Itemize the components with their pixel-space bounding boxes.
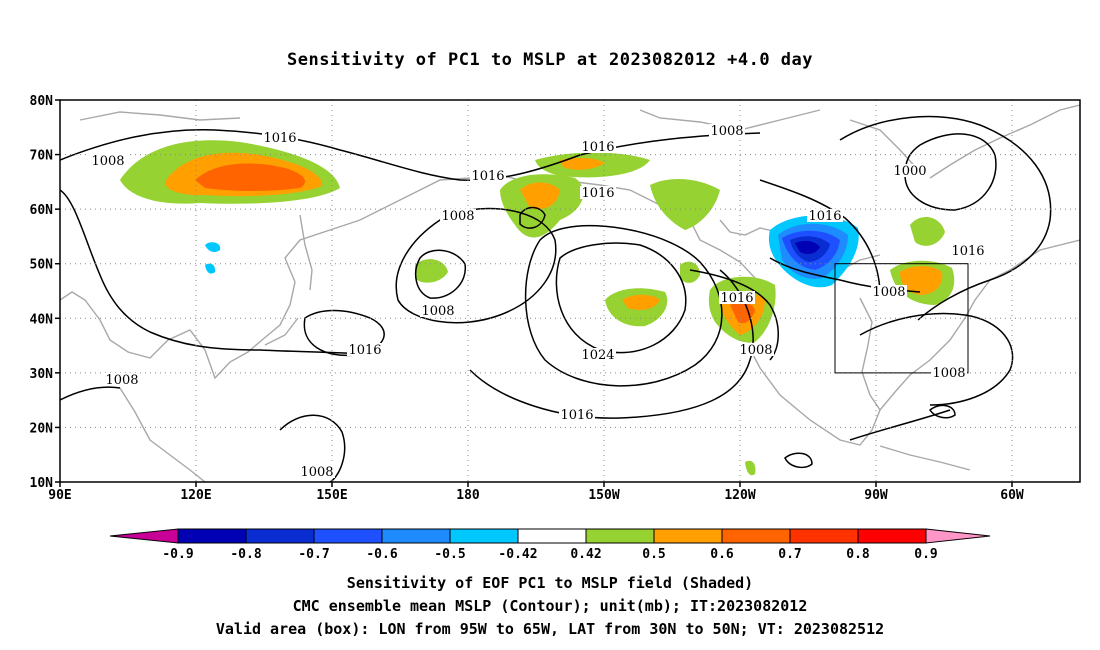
colorbar-segment [857,528,927,544]
lon-label: 120E [180,488,211,503]
contour-label-bg [807,209,843,222]
lat-label: 10N [30,476,54,491]
contour-label-bg [871,285,907,298]
contour-label-bg [719,291,755,304]
colorbar-label: 0.5 [642,547,665,562]
contour-label-bg [559,408,595,421]
colorbar-segment [177,528,247,544]
contour-label-bg [90,154,126,167]
contour-label-bg [709,124,745,137]
plot-frame [59,99,1081,483]
contour-label: 1016 [263,131,296,146]
lon-label: 120W [724,488,755,503]
contour-label-bg [299,465,335,478]
contour-label-bg [950,244,986,257]
lat-label: 30N [30,367,54,382]
contour-label: 1008 [91,154,124,169]
lat-label: 70N [30,149,54,164]
caption-contour: CMC ensemble mean MSLP (Contour); unit(m… [292,597,808,615]
sensitivity-shading [120,140,955,476]
contour-label: 1008 [441,209,474,224]
caption-valid-area: Valid area (box): LON from 95W to 65W, L… [215,620,885,638]
contour-label: 1016 [348,343,381,358]
lat-label: 20N [30,421,54,436]
colorbar-label: 0.8 [846,547,870,562]
contour-label-bg [262,131,298,144]
colorbar-segment [585,528,655,544]
colorbar-label: -0.5 [434,547,465,562]
contour-label: 1016 [560,408,593,423]
chart-title: Sensitivity of PC1 to MSLP at 2023082012… [286,50,813,70]
map-plot-area: 1016 1008 1016 1016 1008 1016 1008 1000 1016 1016… [30,94,1081,503]
colorbar: -0.9 -0.8 -0.7 -0.6 -0.5 -0.42 0.42 0.5 0.6 0.7 0.… [109,528,991,562]
colorbar-segment [313,528,383,544]
contour-label: 1016 [581,140,614,155]
lon-label: 180 [456,488,480,503]
contour-label: 1024 [581,348,614,363]
colorbar-segment [517,528,587,544]
contour-label: 1016 [951,244,984,259]
contour-label: 1008 [932,366,965,381]
contour-label: 1016 [808,209,841,224]
colorbar-label: 0.42 [570,547,601,562]
contour-label: 1008 [300,465,333,480]
contour-label: 1008 [105,373,138,388]
colorbar-max-arrow [925,528,991,544]
colorbar-label: -0.9 [162,547,193,562]
contour-label: 1008 [421,304,454,319]
colorbar-label: -0.8 [230,547,261,562]
contour-label: 1008 [872,285,905,300]
lon-label: 60W [1000,488,1024,503]
contour-label-bg [347,343,383,356]
colorbar-label: 0.7 [778,547,801,562]
lon-label: 90W [864,488,888,503]
lon-label: 150W [588,488,619,503]
colorbar-segment [381,528,451,544]
contour-label: 1008 [710,124,743,139]
contour-label: 1008 [739,343,772,358]
contour-label: 1016 [581,186,614,201]
contour-label-bg [580,140,616,153]
colorbar-label: -0.7 [298,547,329,562]
colorbar-segment [653,528,723,544]
colorbar-label: -0.6 [366,547,397,562]
contour-label-bg [104,373,140,386]
contour-label-bg [440,209,476,222]
lat-label: 60N [30,203,54,218]
contour-label-group: 1016 1008 1016 1016 1008 1016 1008 1000 1016 1016… [90,124,986,480]
contour-label-bg [931,366,967,379]
colorbar-segment [245,528,315,544]
longitude-axis: 90E 120E 150E 180 150W 120W 90W 60W [48,482,1024,503]
caption-shading: Sensitivity of EOF PC1 to MSLP field (Sh… [346,574,754,592]
contour-label-bg [892,164,928,177]
colorbar-label: 0.9 [914,547,937,562]
latitude-axis: 80N 70N 60N 50N 40N 30N 20N 10N [30,94,60,491]
contour-label-bg [420,304,456,317]
colorbar-segment [721,528,791,544]
colorbar-label: 0.6 [710,547,734,562]
contour-label: 1000 [893,164,926,179]
contour-label: 1016 [720,291,753,306]
lat-label: 80N [30,94,54,109]
contour-label-bg [470,169,506,182]
lat-label: 40N [30,312,54,327]
mslp-contours [60,115,1052,482]
contour-label-bg [738,343,774,356]
colorbar-segment [449,528,519,544]
lat-label: 50N [30,258,54,273]
colorbar-segment [789,528,859,544]
colorbar-min-arrow [109,528,179,544]
valid-area-box [834,263,969,374]
lon-label: 150E [316,488,347,503]
contour-label: 1016 [471,169,504,184]
contour-label-bg [580,348,616,361]
colorbar-label: -0.42 [498,547,537,562]
lon-label: 90E [48,488,71,503]
contour-label-bg [580,186,616,199]
